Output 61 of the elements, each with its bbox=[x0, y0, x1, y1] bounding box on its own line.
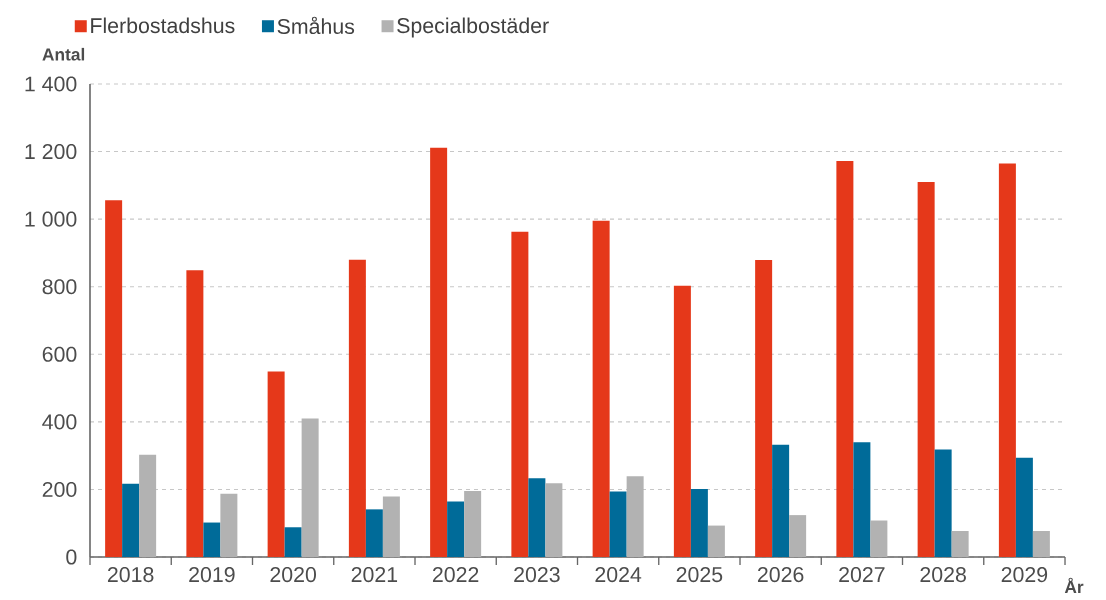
bar bbox=[772, 444, 790, 557]
legend-label: Specialbostäder bbox=[397, 17, 549, 38]
y-tick-label: 400 bbox=[42, 414, 77, 430]
bar bbox=[203, 522, 221, 557]
x-tick-label: 2025 bbox=[676, 567, 723, 583]
bar bbox=[430, 147, 448, 557]
x-tick-label: 2023 bbox=[514, 567, 560, 583]
bar bbox=[186, 270, 204, 557]
bar bbox=[934, 449, 952, 557]
bar bbox=[690, 489, 708, 557]
bar bbox=[870, 520, 888, 557]
bar bbox=[1032, 530, 1050, 557]
bar bbox=[464, 491, 482, 557]
y-tick-label: 600 bbox=[42, 346, 77, 362]
bar bbox=[609, 491, 627, 557]
legend-label: Småhus bbox=[277, 16, 355, 35]
bar bbox=[528, 478, 546, 557]
legend-label: Flerbostadshus bbox=[91, 17, 235, 34]
bar bbox=[592, 220, 610, 557]
x-tick-label: 2028 bbox=[920, 567, 966, 583]
bar bbox=[511, 231, 529, 557]
x-tick-label: 2029 bbox=[1001, 567, 1048, 583]
bar bbox=[139, 454, 157, 557]
bar bbox=[755, 260, 773, 557]
bar bbox=[301, 418, 319, 557]
bar bbox=[789, 515, 807, 557]
bar bbox=[836, 161, 854, 557]
y-tick-label: 1 000 bbox=[25, 211, 77, 227]
x-tick-label: 2019 bbox=[189, 567, 235, 583]
bar bbox=[122, 483, 140, 557]
bar bbox=[1015, 457, 1033, 557]
x-tick-label: 2020 bbox=[270, 567, 316, 583]
bar bbox=[348, 259, 366, 557]
bar bbox=[626, 476, 644, 557]
x-tick-label: 2027 bbox=[839, 567, 885, 583]
bar bbox=[951, 530, 969, 557]
bar bbox=[998, 163, 1016, 557]
y-tick-label: 200 bbox=[42, 481, 77, 497]
x-tick-label: 2024 bbox=[595, 567, 642, 583]
y-tick-label: 0 bbox=[66, 549, 77, 565]
bar bbox=[267, 371, 285, 557]
bar bbox=[707, 525, 725, 557]
y-tick-label: 1 400 bbox=[25, 76, 77, 92]
y-tick-label: 1 200 bbox=[25, 144, 77, 160]
y-axis-title: Antal bbox=[42, 47, 85, 61]
x-axis-title: År bbox=[1064, 577, 1084, 593]
x-tick-label: 2026 bbox=[757, 567, 804, 583]
bar bbox=[382, 496, 400, 557]
bar bbox=[284, 527, 302, 557]
bar bbox=[365, 509, 383, 557]
bar bbox=[673, 285, 691, 557]
bar bbox=[220, 493, 238, 557]
bar bbox=[917, 181, 935, 557]
bar bbox=[545, 483, 563, 557]
bar bbox=[447, 501, 465, 557]
bar bbox=[105, 200, 123, 557]
y-tick-label: 800 bbox=[42, 279, 77, 295]
x-tick-label: 2018 bbox=[107, 567, 154, 583]
bar bbox=[853, 442, 871, 557]
x-tick-label: 2021 bbox=[351, 567, 398, 583]
x-tick-label: 2022 bbox=[432, 567, 479, 583]
